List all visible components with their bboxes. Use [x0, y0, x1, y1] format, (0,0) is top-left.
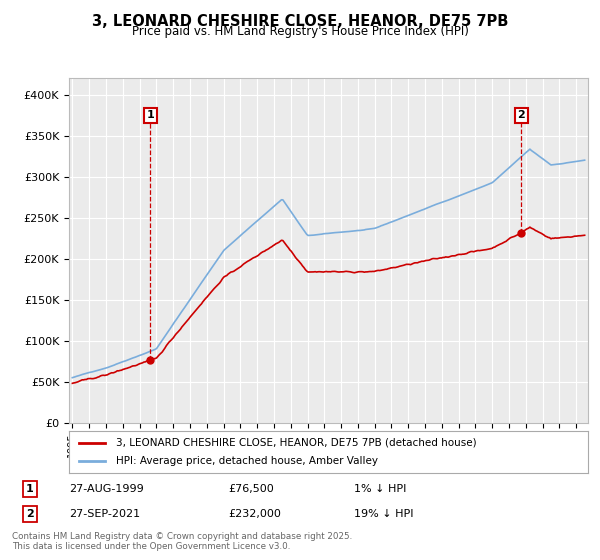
- Text: 1% ↓ HPI: 1% ↓ HPI: [354, 484, 406, 494]
- Text: 2: 2: [26, 509, 34, 519]
- Text: Contains HM Land Registry data © Crown copyright and database right 2025.: Contains HM Land Registry data © Crown c…: [12, 532, 352, 541]
- Text: 3, LEONARD CHESHIRE CLOSE, HEANOR, DE75 7PB (detached house): 3, LEONARD CHESHIRE CLOSE, HEANOR, DE75 …: [116, 438, 476, 448]
- Text: HPI: Average price, detached house, Amber Valley: HPI: Average price, detached house, Ambe…: [116, 456, 378, 466]
- Text: £76,500: £76,500: [228, 484, 274, 494]
- Text: £232,000: £232,000: [228, 509, 281, 519]
- Text: 3, LEONARD CHESHIRE CLOSE, HEANOR, DE75 7PB: 3, LEONARD CHESHIRE CLOSE, HEANOR, DE75 …: [92, 14, 508, 29]
- Text: This data is licensed under the Open Government Licence v3.0.: This data is licensed under the Open Gov…: [12, 542, 290, 551]
- Text: Price paid vs. HM Land Registry's House Price Index (HPI): Price paid vs. HM Land Registry's House …: [131, 25, 469, 38]
- Text: 2: 2: [518, 110, 526, 120]
- Text: 19% ↓ HPI: 19% ↓ HPI: [354, 509, 413, 519]
- Text: 1: 1: [26, 484, 34, 494]
- Text: 27-SEP-2021: 27-SEP-2021: [69, 509, 140, 519]
- Text: 27-AUG-1999: 27-AUG-1999: [69, 484, 144, 494]
- Text: 1: 1: [146, 110, 154, 120]
